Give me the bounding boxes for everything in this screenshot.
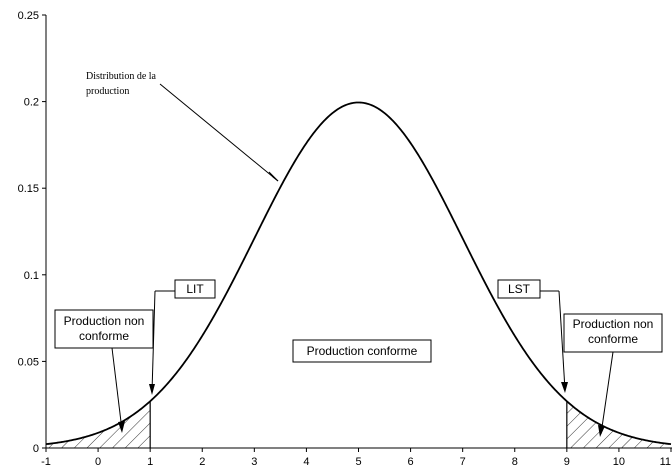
nonconform-right-box bbox=[563, 313, 663, 353]
nonconform-left-arrow bbox=[111, 347, 123, 431]
x-tick-label: 0 bbox=[95, 456, 101, 468]
distribution-label-line2: production bbox=[86, 86, 129, 97]
nonconform-right-arrowhead bbox=[598, 425, 605, 437]
lit-arrowhead bbox=[149, 384, 155, 395]
x-tick-label: 11 bbox=[660, 456, 671, 468]
lst-box bbox=[497, 279, 541, 299]
distribution-arrow bbox=[159, 83, 279, 182]
lst-arrow-shaft bbox=[558, 290, 566, 391]
lit-label: LIT bbox=[186, 282, 204, 296]
nonconform-left-arrowhead bbox=[118, 421, 125, 433]
distribution-label-line1: Distribution de la bbox=[86, 71, 157, 82]
nonconform-right-region bbox=[566, 401, 671, 448]
nonconform-right-line2: conforme bbox=[588, 332, 638, 346]
nonconform-left-line1: Production non bbox=[64, 314, 145, 328]
lst-label: LST bbox=[508, 282, 531, 296]
x-tick-label: -1 bbox=[41, 456, 51, 468]
x-tick-label: 2 bbox=[199, 456, 205, 468]
x-tick-label: 3 bbox=[251, 456, 257, 468]
conform-box bbox=[292, 339, 432, 363]
x-tick-label: 10 bbox=[613, 456, 625, 468]
lit-box bbox=[174, 279, 216, 299]
nonconform-right-arrow bbox=[600, 351, 614, 435]
y-tick-label: 0.25 bbox=[18, 10, 39, 22]
nonconform-left-line2: conforme bbox=[79, 329, 129, 343]
x-tick-label: 1 bbox=[147, 456, 153, 468]
x-tick-label: 4 bbox=[303, 456, 309, 468]
distribution-curve bbox=[45, 101, 672, 446]
y-tick-label: 0 bbox=[33, 443, 39, 455]
y-tick-label: 0.2 bbox=[24, 97, 39, 109]
distribution-arrowhead bbox=[268, 171, 279, 182]
x-tick-label: 8 bbox=[512, 456, 518, 468]
x-tick-label: 9 bbox=[564, 456, 570, 468]
x-axis-ticks: -1 0 1 2 3 4 5 6 7 8 9 10 11 bbox=[41, 448, 672, 468]
y-tick-label: 0.1 bbox=[24, 270, 39, 282]
nonconform-left-region bbox=[46, 401, 151, 448]
y-tick-label: 0.05 bbox=[18, 356, 39, 368]
lst-arrowhead bbox=[561, 382, 568, 393]
y-axis-ticks: 0 0.05 0.1 0.15 0.2 0.25 bbox=[18, 10, 46, 455]
y-tick-label: 0.15 bbox=[18, 183, 39, 195]
x-tick-label: 6 bbox=[408, 456, 414, 468]
conform-label: Production conforme bbox=[307, 344, 418, 358]
nonconform-left-box bbox=[54, 309, 154, 349]
x-tick-label: 7 bbox=[460, 456, 466, 468]
nonconform-right-line1: Production non bbox=[573, 317, 654, 331]
x-tick-label: 5 bbox=[355, 456, 361, 468]
